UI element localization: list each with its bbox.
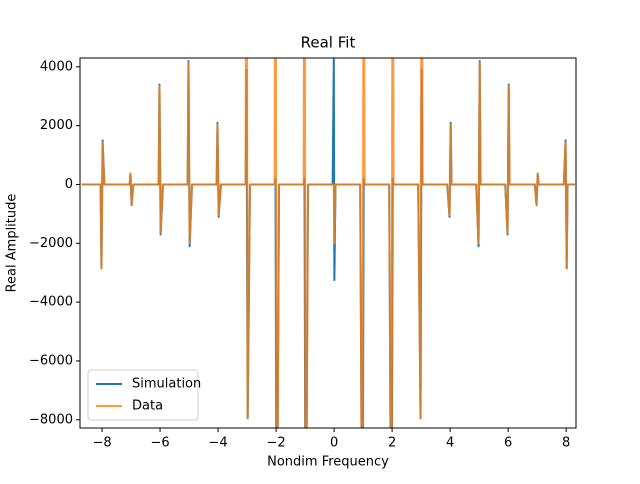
- plot-area: [81, 58, 575, 428]
- y-tick-label: 4000: [40, 59, 73, 74]
- y-tick-label: −4000: [29, 295, 73, 310]
- y-tick-label: −6000: [29, 353, 73, 368]
- y-tick-label: 0: [65, 177, 73, 192]
- x-tick-label: −2: [266, 436, 285, 451]
- chart-title: Real Fit: [301, 34, 356, 52]
- x-tick-label: 8: [562, 436, 570, 451]
- x-tick-label: −6: [150, 436, 169, 451]
- x-tick-label: −8: [92, 436, 111, 451]
- legend-label: Data: [132, 399, 163, 414]
- y-tick-label: −8000: [29, 412, 73, 427]
- series-line: [81, 58, 575, 428]
- y-axis-label: Real Amplitude: [5, 194, 20, 293]
- x-tick-label: 0: [330, 436, 338, 451]
- legend-label: Simulation: [132, 377, 201, 392]
- x-axis-label: Nondim Frequency: [267, 455, 389, 470]
- x-tick-label: 4: [446, 436, 454, 451]
- x-tick-label: 2: [388, 436, 396, 451]
- y-tick-label: −2000: [29, 236, 73, 251]
- x-tick-label: −4: [208, 436, 227, 451]
- y-tick-label: 2000: [40, 118, 73, 133]
- x-tick-label: 6: [504, 436, 512, 451]
- legend-box: [87, 369, 199, 421]
